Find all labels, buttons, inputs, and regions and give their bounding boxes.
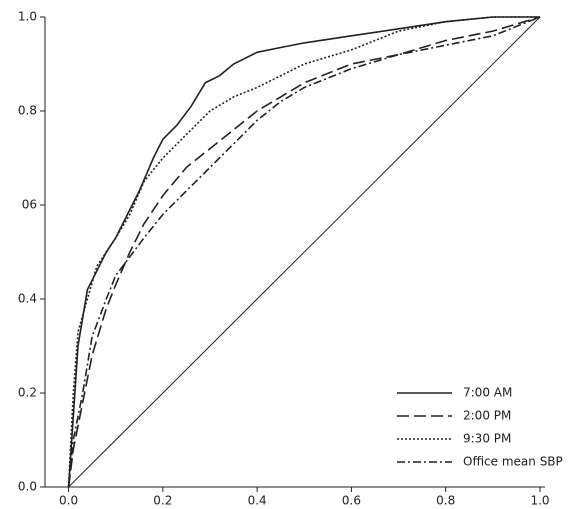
y-tick-label: 0.8 [18, 104, 37, 118]
x-tick-label: 0.2 [153, 494, 172, 508]
roc-curve [67, 16, 540, 488]
legend-label: 7:00 AM [463, 386, 512, 400]
x-tick-label: 0.6 [342, 494, 361, 508]
x-tick-label: 0.4 [248, 494, 267, 508]
roc-curve [67, 16, 541, 488]
y-tick-label: 1.0 [18, 10, 37, 24]
y-tick-label: 06 [22, 198, 37, 212]
y-tick-label: 0.4 [18, 292, 37, 306]
y-tick-label: 0.2 [18, 386, 37, 400]
y-tick-label: 0.0 [18, 480, 37, 494]
x-tick-label: 1.0 [530, 494, 549, 508]
x-tick-label: 0.8 [436, 494, 455, 508]
legend-label: Office mean SBP [463, 455, 563, 469]
x-tick-label: 0.0 [59, 494, 78, 508]
legend-label: 2:00 PM [463, 409, 511, 423]
legend-label: 9:30 PM [463, 432, 511, 446]
reference-diagonal [68, 16, 541, 488]
